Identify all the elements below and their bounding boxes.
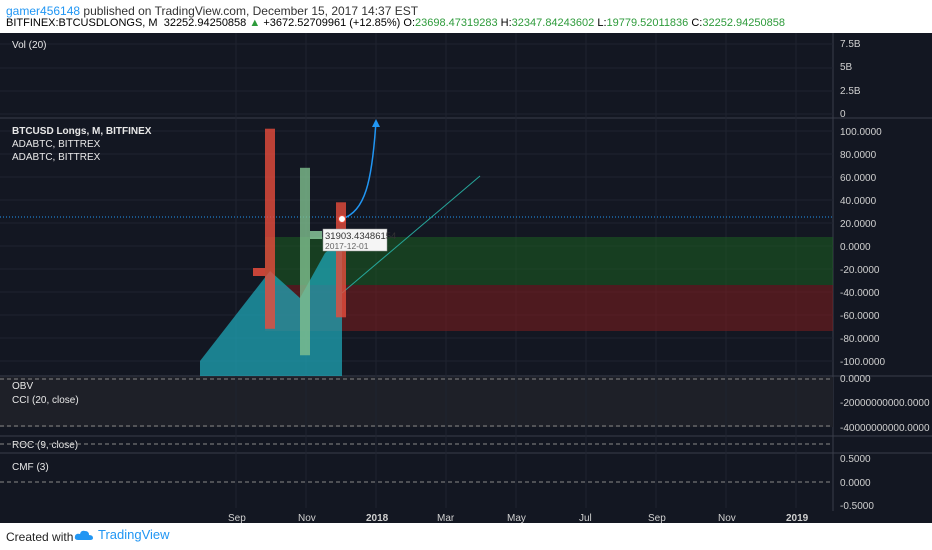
ticker-line: BITFINEX:BTCUSDLONGS, M 32252.94250858 ▲… xyxy=(6,17,785,29)
candle[interactable] xyxy=(265,128,275,329)
roc-title: ROC (9, close) xyxy=(12,440,78,451)
cmf-title: CMF (3) xyxy=(12,462,49,473)
header-bar: gamer456148 published on TradingView.com… xyxy=(0,0,932,32)
low-value: 19779.52011836 xyxy=(606,17,689,29)
price-tick: -100.0000 xyxy=(840,357,885,368)
obv-tick: -40000000000.0000 xyxy=(840,423,930,434)
legend-adabtc-2[interactable]: ADABTC, BITTREX xyxy=(12,152,101,163)
candle-group xyxy=(265,128,346,356)
price-tick: 40.0000 xyxy=(840,196,877,207)
loss-zone[interactable] xyxy=(265,285,833,331)
time-tick: Mar xyxy=(437,513,455,524)
publish-line: gamer456148 published on TradingView.com… xyxy=(6,4,418,18)
close-label: C: xyxy=(691,17,703,29)
cloud-icon xyxy=(74,530,93,540)
time-tick: 2018 xyxy=(366,513,389,524)
chart-svg[interactable]: 31903.43486154 2017-12-01 Vol (20) 7.5B … xyxy=(0,33,932,513)
vol-tick: 5B xyxy=(840,62,853,73)
tradingview-logo[interactable]: TradingView xyxy=(74,527,170,542)
tooltip-date: 2017-12-01 xyxy=(325,241,369,251)
low-label: L: xyxy=(597,17,607,29)
candle[interactable] xyxy=(336,202,346,318)
published-text: published on TradingView.com, December 1… xyxy=(83,4,419,18)
arrow-head-icon xyxy=(372,119,380,127)
nov-marker xyxy=(310,231,322,239)
obv-tick: 0.0000 xyxy=(840,374,871,385)
obv-title: OBV xyxy=(12,381,33,392)
price-tick: 100.0000 xyxy=(840,127,882,138)
time-tick: May xyxy=(507,513,526,524)
legend-btcusd[interactable]: BTCUSD Longs, M, BITFINEX xyxy=(12,126,152,137)
time-axis[interactable]: Sep Nov 2018 Mar May Jul Sep Nov 2019 xyxy=(0,511,932,525)
sep-marker xyxy=(253,268,265,276)
cmf-tick: 0.5000 xyxy=(840,454,871,465)
cmf-tick: 0.0000 xyxy=(840,478,871,489)
price-tick: -80.0000 xyxy=(840,334,880,345)
obv-pane-fill xyxy=(0,377,833,427)
high-label: H: xyxy=(500,17,512,29)
obv-tick: -20000000000.0000 xyxy=(840,398,930,409)
price-axis[interactable]: 100.0000 80.0000 60.0000 40.0000 20.0000… xyxy=(840,127,885,368)
cmf-tick: -0.5000 xyxy=(840,501,874,512)
time-tick: Sep xyxy=(648,513,666,524)
open-value: 23698.47319283 xyxy=(415,17,498,29)
symbol-label[interactable]: BITFINEX:BTCUSDLONGS, M xyxy=(6,17,158,29)
time-tick: 2019 xyxy=(786,513,809,524)
price-tick: 0.0000 xyxy=(840,242,871,253)
cursor-point[interactable] xyxy=(338,215,346,223)
open-label: O: xyxy=(403,17,416,29)
price-tooltip: 31903.43486154 2017-12-01 xyxy=(322,228,396,252)
chart-area[interactable]: 31903.43486154 2017-12-01 Vol (20) 7.5B … xyxy=(0,33,932,513)
close-value: 32252.94250858 xyxy=(702,17,785,29)
price-tick: -40.0000 xyxy=(840,288,880,299)
vol-title: Vol (20) xyxy=(12,40,46,51)
username-link[interactable]: gamer456148 xyxy=(6,4,81,18)
vol-tick: 0 xyxy=(840,109,846,120)
change-value: +3672.52709961 (+12.85%) xyxy=(263,17,401,29)
projection-curve[interactable] xyxy=(341,120,377,220)
time-tick: Sep xyxy=(228,513,246,524)
high-value: 32347.84243602 xyxy=(511,17,595,29)
price-tick: 20.0000 xyxy=(840,219,877,230)
cci-title: CCI (20, close) xyxy=(12,395,79,406)
brand-name: TradingView xyxy=(98,527,170,542)
price-tick: -60.0000 xyxy=(840,311,880,322)
tooltip-value: 31903.43486154 xyxy=(325,231,396,242)
legend-adabtc-1[interactable]: ADABTC, BITTREX xyxy=(12,139,101,150)
time-tick: Nov xyxy=(718,513,736,524)
candle[interactable] xyxy=(300,167,310,356)
vol-tick: 2.5B xyxy=(840,86,861,97)
trend-line[interactable] xyxy=(341,175,481,294)
time-tick: Nov xyxy=(298,513,316,524)
footer: Created with TradingView xyxy=(0,523,932,550)
created-with-label: Created with xyxy=(6,530,74,544)
time-tick: Jul xyxy=(579,513,592,524)
price-tick: -20.0000 xyxy=(840,265,880,276)
price-tick: 80.0000 xyxy=(840,150,877,161)
vol-tick: 7.5B xyxy=(840,39,861,50)
up-arrow-icon: ▲ xyxy=(249,17,261,29)
last-price: 32252.94250858 xyxy=(163,17,247,29)
price-tick: 60.0000 xyxy=(840,173,877,184)
